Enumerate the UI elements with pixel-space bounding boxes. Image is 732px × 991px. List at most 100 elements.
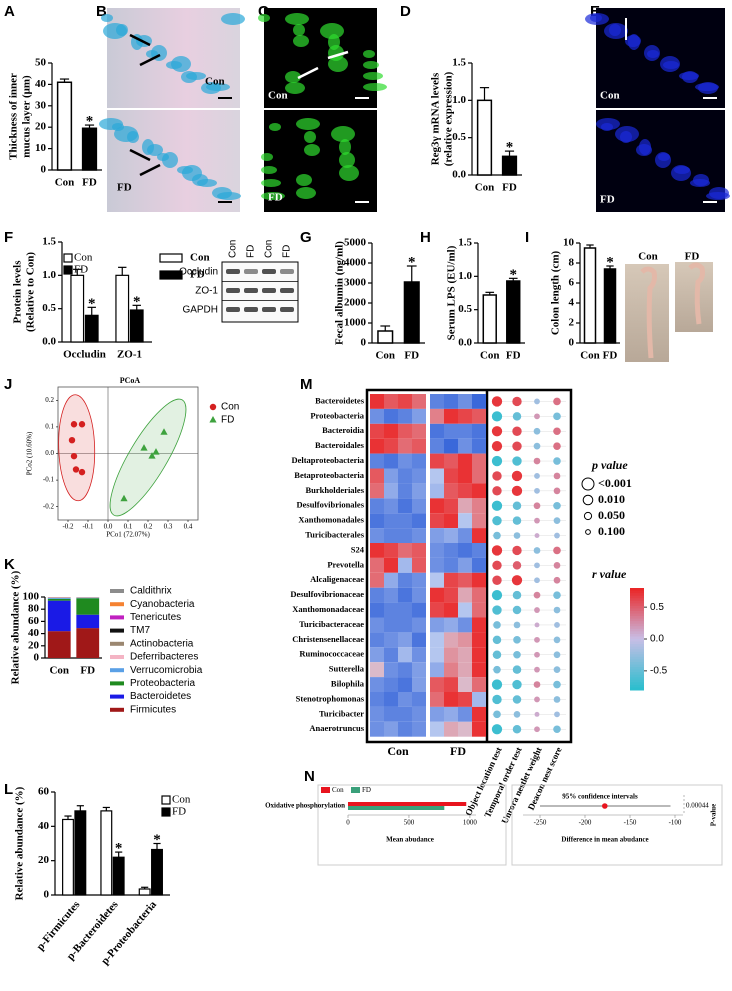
- y-tick-label: 100: [23, 591, 40, 603]
- panel-letter: I: [525, 229, 529, 246]
- tissue-blob: [142, 139, 154, 155]
- x-axis-label: PCo1 (72.07%): [106, 531, 150, 539]
- heat-cell: [398, 617, 412, 633]
- correlation-dot: [511, 470, 523, 482]
- heat-cell: [370, 721, 384, 737]
- correlation-dot: [492, 560, 502, 571]
- heat-cell: [444, 647, 458, 663]
- legend-label: Con: [332, 786, 344, 794]
- colorbar-step: [630, 646, 644, 650]
- correlation-dot: [553, 412, 561, 421]
- y-tick-label: 0.0: [42, 336, 56, 348]
- heat-cell: [444, 394, 458, 409]
- tissue-blob: [596, 118, 620, 130]
- correlation-dot: [492, 694, 502, 705]
- legend-label: FD: [74, 264, 88, 276]
- colorbar-step: [630, 644, 644, 648]
- y-tick-label: 0.2: [45, 396, 54, 404]
- correlation-dot: [513, 621, 521, 629]
- tissue-blob: [296, 187, 316, 199]
- correlation-dot: [491, 545, 503, 556]
- y-tick-label: 8: [569, 257, 575, 269]
- bar: [603, 268, 617, 344]
- heat-cell: [384, 587, 398, 603]
- row-label: Bacteroidales: [315, 440, 365, 450]
- significance-mark: *: [133, 294, 141, 310]
- micrograph: [264, 8, 377, 108]
- heat-cell: [370, 438, 384, 454]
- panel-letter: J: [4, 376, 12, 393]
- y-tick-label: 0.0: [45, 449, 54, 457]
- y-axis-label: Thickness of inner: [8, 73, 20, 160]
- heat-cell: [444, 543, 458, 558]
- bar: [506, 280, 521, 344]
- correlation-dot: [493, 710, 501, 719]
- heat-cell: [384, 632, 398, 648]
- row-label: Deltaproteobacteria: [291, 455, 364, 465]
- tissue-blob: [296, 174, 312, 186]
- colorbar-step: [630, 667, 644, 671]
- bar-segment: [47, 597, 71, 599]
- legend-label: Cyanobacteria: [130, 599, 195, 610]
- correlation-dot: [533, 547, 541, 554]
- correlation-dot: [512, 725, 522, 734]
- colorbar-step: [630, 639, 644, 643]
- heat-cell: [370, 692, 384, 707]
- tissue-blob: [157, 153, 169, 161]
- blot-row-label: ZO-1: [195, 286, 218, 297]
- group-label: FD: [450, 744, 466, 758]
- legend-swatch: [110, 602, 124, 607]
- legend-label: Con: [172, 794, 191, 806]
- y-tick-label: 1.0: [452, 94, 466, 106]
- blot-band: [262, 288, 276, 293]
- size-key: [581, 477, 595, 491]
- bar-segment: [47, 631, 71, 658]
- row-label: Anaerotruncus: [309, 723, 364, 733]
- heat-cell: [370, 468, 384, 484]
- heat-cell: [412, 513, 426, 529]
- correlation-dot: [512, 695, 522, 704]
- blot-lane-label: Con: [228, 240, 239, 258]
- y-tick-label: 1.5: [458, 237, 472, 249]
- y-tick-label: 50: [35, 57, 47, 69]
- heat-cell: [398, 483, 412, 499]
- colorbar-step: [630, 669, 644, 673]
- arrow: [327, 50, 349, 60]
- y-tick-label: 0: [569, 337, 575, 349]
- bar-segment: [47, 600, 71, 632]
- tissue-blob: [221, 13, 245, 25]
- heat-cell: [384, 677, 398, 692]
- size-key-label: 0.050: [598, 508, 625, 522]
- x-tick-label: Con: [375, 350, 395, 362]
- heat-cell: [370, 602, 384, 618]
- significance-mark: *: [88, 296, 96, 312]
- heat-cell: [384, 602, 398, 618]
- row-label: Ruminococcaceae: [299, 649, 364, 659]
- colorbar-step: [630, 626, 644, 630]
- heat-cell: [458, 602, 472, 618]
- correlation-dot: [491, 441, 503, 452]
- x-tick-label: FD: [506, 350, 521, 362]
- heat-cell: [412, 557, 426, 573]
- tissue-blob: [363, 72, 383, 80]
- x-tick-label: -100: [669, 819, 682, 827]
- legend-swatch: [110, 668, 124, 673]
- size-key-label: <0.001: [598, 476, 632, 490]
- y-tick-label: 40: [38, 820, 50, 832]
- heat-cell: [370, 662, 384, 678]
- correlation-dot: [534, 651, 540, 658]
- heat-cell: [430, 572, 444, 588]
- correlation-dot: [533, 681, 541, 688]
- heat-cell: [472, 617, 486, 633]
- colorbar-step: [630, 608, 644, 612]
- point: [152, 448, 160, 455]
- colorbar-step: [630, 616, 644, 620]
- correlation-dot: [513, 532, 521, 539]
- heat-cell: [398, 602, 412, 618]
- heat-cell: [430, 408, 444, 424]
- heat-cell: [444, 453, 458, 469]
- colorbar-step: [630, 656, 644, 660]
- significance-mark: *: [153, 832, 161, 848]
- correlation-dot: [492, 575, 502, 585]
- correlation-dot: [534, 666, 540, 673]
